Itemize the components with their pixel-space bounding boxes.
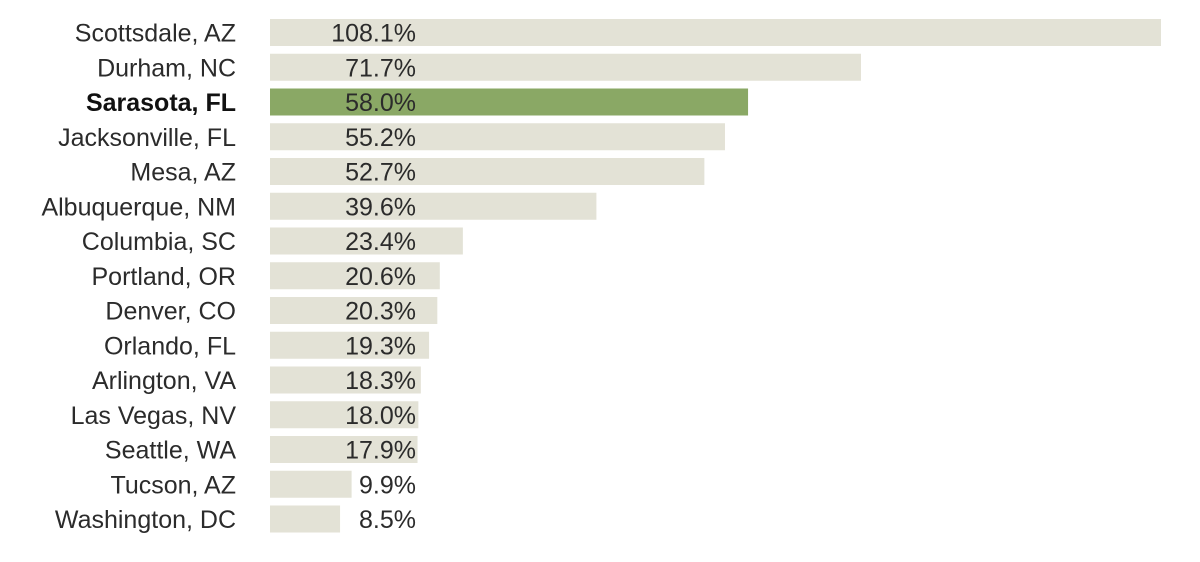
category-label-washington-dc: Washington, DC	[55, 506, 236, 534]
value-label-scottsdale-az: 108.1%	[331, 20, 416, 48]
category-label-denver-co: Denver, CO	[105, 298, 236, 326]
bar-portland-or	[270, 262, 440, 290]
bar-scottsdale-az	[270, 19, 1161, 46]
value-label-orlando-fl: 19.3%	[345, 332, 416, 360]
category-label-seattle-wa: Seattle, WA	[105, 437, 236, 465]
category-label-columbia-sc: Columbia, SC	[82, 228, 236, 256]
category-label-portland-or: Portland, OR	[91, 263, 236, 291]
bar-washington-dc	[270, 505, 341, 533]
category-label-mesa-az: Mesa, AZ	[130, 159, 236, 187]
value-label-portland-or: 20.6%	[345, 263, 416, 291]
value-label-seattle-wa: 17.9%	[345, 437, 416, 465]
bar-orlando-fl	[270, 331, 430, 359]
category-label-albuquerque-nm: Albuquerque, NM	[41, 193, 236, 221]
bar-mesa-az	[270, 158, 705, 185]
bar-durham-nc	[270, 53, 861, 81]
bar-columbia-sc	[270, 227, 463, 255]
bar-arlington-va	[270, 366, 421, 394]
category-label-scottsdale-az: Scottsdale, AZ	[75, 20, 236, 48]
value-labels-group: 108.1% 71.7% 58.0% 55.2% 52.7% 39.6% 23.4% 20.6…	[331, 20, 416, 535]
value-label-albuquerque-nm: 39.6%	[345, 193, 416, 221]
category-label-arlington-va: Arlington, VA	[92, 367, 236, 395]
category-label-durham-nc: Durham, NC	[97, 54, 236, 82]
value-label-washington-dc: 8.5%	[359, 506, 416, 534]
value-label-tucson-az: 9.9%	[359, 471, 416, 499]
category-labels-group: Scottsdale, AZ Durham, NC Sarasota, FL Jack…	[41, 20, 236, 535]
bar-tucson-az	[270, 470, 352, 498]
value-label-durham-nc: 71.7%	[345, 54, 416, 82]
category-label-orlando-fl: Orlando, FL	[104, 332, 236, 360]
category-label-las-vegas-nv: Las Vegas, NV	[71, 402, 237, 430]
value-label-jacksonville-fl: 55.2%	[345, 124, 416, 152]
bar-jacksonville-fl	[270, 123, 725, 151]
bar-sarasota-fl	[270, 88, 749, 116]
category-label-tucson-az: Tucson, AZ	[110, 471, 236, 499]
bars-group	[270, 19, 1161, 533]
value-label-sarasota-fl: 58.0%	[345, 89, 416, 117]
category-label-jacksonville-fl: Jacksonville, FL	[58, 124, 236, 152]
value-label-las-vegas-nv: 18.0%	[345, 402, 416, 430]
value-label-denver-co: 20.3%	[345, 298, 416, 326]
bar-seattle-wa	[270, 436, 418, 463]
value-label-arlington-va: 18.3%	[345, 367, 416, 395]
bar-las-vegas-nv	[270, 401, 419, 429]
bar-albuquerque-nm	[270, 192, 597, 220]
bar-denver-co	[270, 297, 438, 324]
category-label-sarasota-fl: Sarasota, FL	[86, 89, 236, 117]
value-label-mesa-az: 52.7%	[345, 159, 416, 187]
value-label-columbia-sc: 23.4%	[345, 228, 416, 256]
